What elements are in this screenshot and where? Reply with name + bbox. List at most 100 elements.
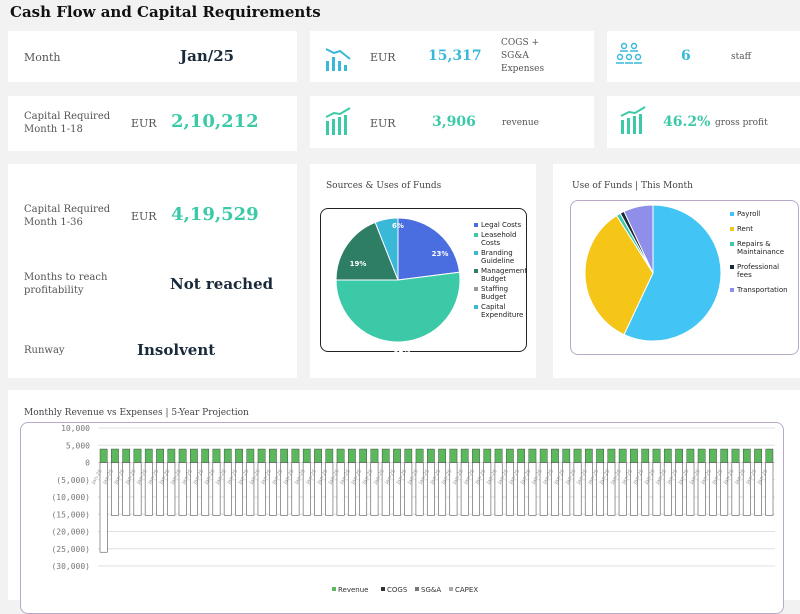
y-tick-label: (25,000) bbox=[51, 545, 90, 554]
bar-revenue bbox=[652, 448, 661, 463]
bar-expenses bbox=[584, 462, 593, 516]
chart-up-icon bbox=[325, 107, 351, 135]
bar-revenue bbox=[99, 448, 108, 463]
bar-revenue bbox=[438, 448, 446, 463]
bar-revenue bbox=[573, 448, 582, 463]
legend-item-capex: CAPEX bbox=[455, 586, 478, 594]
pie-data-label: 6% bbox=[392, 222, 404, 230]
bar-expenses bbox=[472, 462, 480, 516]
bar-expenses bbox=[404, 462, 413, 516]
legend-swatch-legal-costs bbox=[474, 223, 478, 227]
legend-swatch-professional-fees bbox=[730, 265, 734, 269]
bar-expenses bbox=[449, 462, 458, 516]
bar-expenses bbox=[359, 462, 368, 516]
bar-expenses bbox=[505, 462, 514, 516]
legend-swatch-rent bbox=[730, 227, 734, 231]
bar-expenses bbox=[178, 462, 187, 516]
y-tick-label: (10,000) bbox=[51, 493, 90, 502]
bar-expenses bbox=[607, 462, 616, 516]
bar-revenue bbox=[427, 448, 435, 463]
bar-revenue bbox=[720, 448, 729, 463]
legend-item-repairs-maintainance: Repairs & Maintainance bbox=[737, 240, 785, 256]
runway-value: Insolvent bbox=[137, 341, 216, 359]
gross-value: 46.2% bbox=[663, 114, 711, 130]
bar-expenses bbox=[573, 462, 582, 516]
bar-expenses bbox=[122, 462, 131, 516]
bar-revenue bbox=[517, 448, 525, 463]
bar-expenses bbox=[201, 462, 210, 516]
bar-revenue bbox=[381, 448, 390, 463]
bar-revenue bbox=[370, 448, 379, 463]
bar-expenses bbox=[190, 462, 198, 516]
bar-revenue bbox=[686, 448, 695, 463]
legend-item-capital-expenditure: Capital Expenditure bbox=[481, 303, 524, 319]
bar-expenses bbox=[111, 462, 119, 516]
runway-label: Runway bbox=[24, 345, 65, 356]
costs-currency: EUR bbox=[370, 51, 396, 64]
legend-swatch-revenue bbox=[332, 587, 336, 591]
staff-value: 6 bbox=[681, 48, 691, 64]
bar-revenue bbox=[144, 448, 153, 463]
bar-revenue bbox=[663, 448, 672, 463]
bar-revenue bbox=[709, 448, 717, 463]
sources-pie-chart: 23% 52% 19% 6% bbox=[335, 217, 461, 354]
bar-expenses bbox=[167, 462, 176, 516]
bar-expenses bbox=[663, 462, 672, 516]
bar-revenue bbox=[178, 448, 187, 463]
use-funds-chart-title: Use of Funds | This Month bbox=[572, 181, 693, 191]
bar-expenses bbox=[618, 462, 627, 516]
capital-18-label-2: Month 1-18 bbox=[24, 124, 83, 135]
legend-swatch-capex bbox=[449, 587, 453, 591]
bar-expenses bbox=[460, 462, 469, 516]
bar-expenses bbox=[742, 462, 751, 516]
bar-expenses bbox=[675, 462, 683, 516]
bar-revenue bbox=[641, 448, 650, 463]
bar-revenue bbox=[291, 448, 300, 463]
bar-revenue bbox=[280, 448, 289, 463]
y-tick-label: 5,000 bbox=[66, 441, 90, 450]
bar-expenses bbox=[415, 462, 424, 516]
bar-expenses bbox=[370, 462, 379, 516]
bar-revenue bbox=[765, 448, 774, 463]
bar-revenue bbox=[630, 448, 638, 463]
kpi-left-card: Capital Required Month 1-36 EUR 4,19,529… bbox=[8, 164, 297, 378]
pie-slice-legal-costs bbox=[397, 217, 461, 281]
bar-expenses bbox=[754, 462, 762, 516]
capital-36-label-1: Capital Required bbox=[24, 204, 111, 215]
y-tick-label: 10,000 bbox=[61, 424, 90, 433]
capital-36-label-2: Month 1-36 bbox=[24, 217, 83, 228]
pie-slice-payroll bbox=[623, 204, 722, 342]
bar-expenses-capex bbox=[99, 462, 108, 553]
legend-swatch-cogs bbox=[381, 587, 385, 591]
chart-down-icon bbox=[325, 48, 351, 71]
bar-expenses bbox=[280, 462, 289, 516]
pie-slice-management-budget bbox=[335, 221, 399, 281]
bar-expenses bbox=[156, 462, 164, 516]
bar-expenses bbox=[517, 462, 526, 516]
bar-revenue bbox=[596, 448, 604, 463]
bar-revenue bbox=[235, 448, 243, 463]
bar-expenses bbox=[257, 462, 266, 516]
bar-revenue bbox=[483, 448, 492, 463]
revenue-value: 3,906 bbox=[432, 114, 476, 130]
bar-revenue bbox=[506, 448, 514, 463]
bar-expenses bbox=[133, 462, 142, 516]
legend-item-sg-a: SG&A bbox=[421, 586, 441, 594]
bar-revenue bbox=[539, 448, 548, 463]
legend-swatch-payroll bbox=[730, 212, 734, 216]
y-tick-label: (5,000) bbox=[56, 476, 90, 485]
page-title: Cash Flow and Capital Requirements bbox=[10, 3, 321, 21]
y-tick-label: 0 bbox=[85, 459, 90, 468]
y-tick-label: (15,000) bbox=[51, 510, 90, 519]
bar-expenses bbox=[314, 462, 322, 516]
bar-expenses bbox=[426, 462, 435, 516]
capital-18-label-1: Capital Required bbox=[24, 111, 111, 122]
capital-18-currency: EUR bbox=[131, 117, 157, 130]
costs-desc-3: Expenses bbox=[501, 64, 545, 74]
bar-expenses bbox=[596, 462, 605, 516]
bar-expenses bbox=[336, 462, 345, 516]
costs-card: EUR 15,317 COGS + SG&A Expenses bbox=[310, 31, 594, 82]
bar-revenue bbox=[223, 448, 232, 463]
legend-item-management-budget: Management Budget bbox=[481, 267, 528, 283]
bar-expenses bbox=[528, 462, 537, 516]
